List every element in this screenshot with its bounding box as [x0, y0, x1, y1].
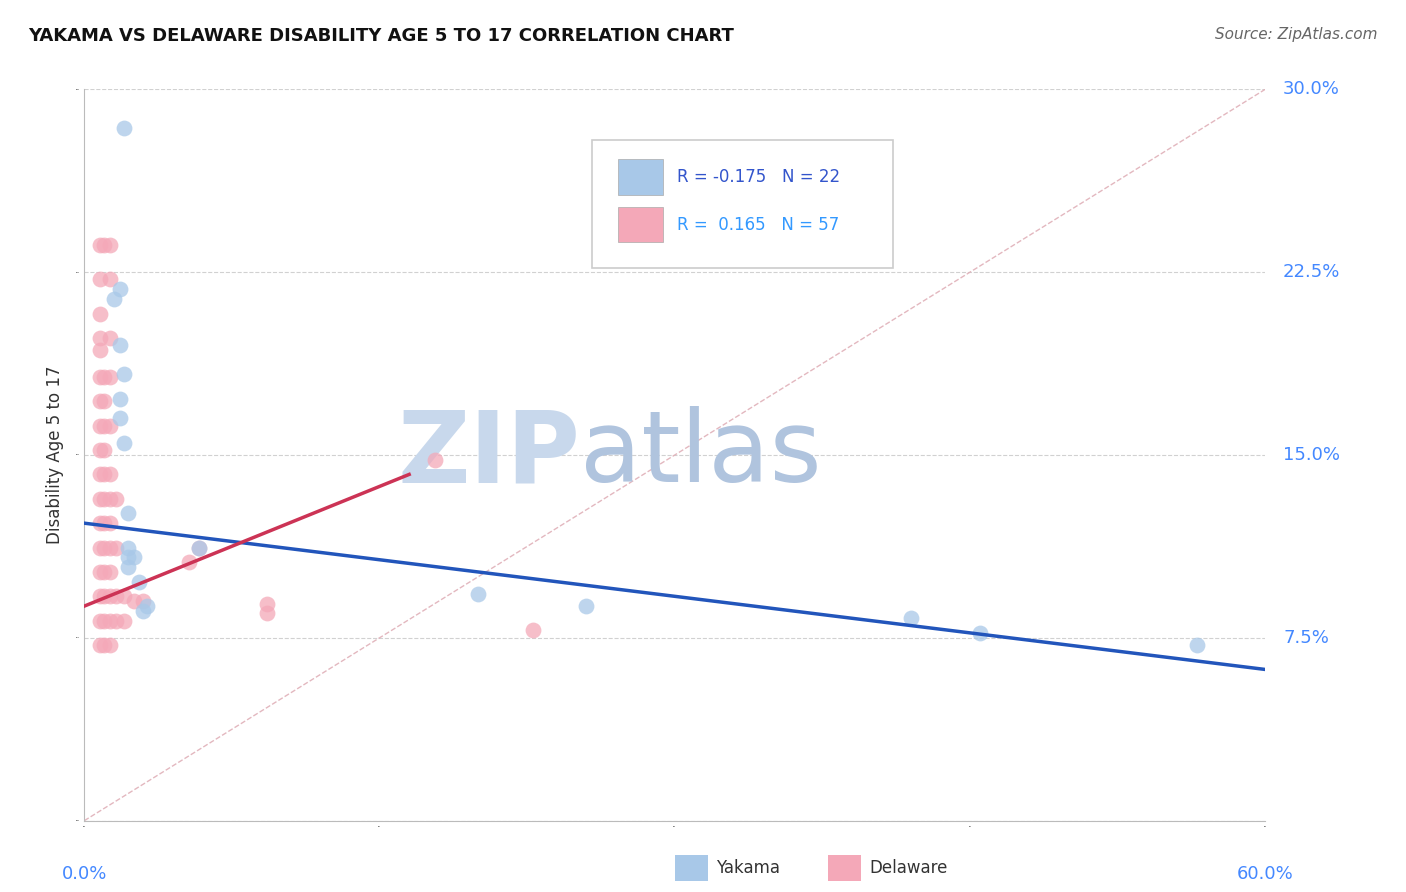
- Point: [132, 604, 155, 618]
- Point: [117, 541, 139, 555]
- Text: 7.5%: 7.5%: [1284, 629, 1329, 647]
- Point: [98, 418, 121, 433]
- Text: Yakama: Yakama: [716, 859, 780, 877]
- Point: [93, 394, 115, 409]
- Text: 30.0%: 30.0%: [1284, 80, 1340, 98]
- Text: R =  0.165   N = 57: R = 0.165 N = 57: [678, 216, 839, 234]
- Point: [93, 565, 115, 579]
- Point: [112, 614, 135, 628]
- Bar: [619, 160, 664, 194]
- Point: [98, 272, 121, 286]
- Text: 15.0%: 15.0%: [1284, 446, 1340, 464]
- Text: Delaware: Delaware: [870, 859, 948, 877]
- Point: [900, 611, 922, 625]
- Point: [93, 541, 115, 555]
- Point: [136, 599, 159, 613]
- Point: [89, 370, 111, 384]
- Point: [112, 435, 135, 450]
- Point: [177, 555, 200, 569]
- Point: [112, 121, 135, 136]
- Point: [89, 467, 111, 482]
- Point: [423, 452, 446, 467]
- Point: [98, 331, 121, 345]
- Point: [187, 541, 209, 555]
- Point: [89, 272, 111, 286]
- Y-axis label: Disability Age 5 to 17: Disability Age 5 to 17: [46, 366, 65, 544]
- Point: [93, 370, 115, 384]
- Point: [104, 590, 127, 604]
- Point: [89, 331, 111, 345]
- Point: [93, 238, 115, 252]
- Point: [93, 638, 115, 652]
- Point: [98, 238, 121, 252]
- Point: [89, 343, 111, 357]
- Point: [575, 599, 598, 613]
- Point: [89, 638, 111, 652]
- Point: [89, 565, 111, 579]
- Point: [104, 491, 127, 506]
- Point: [256, 607, 278, 621]
- Point: [122, 594, 145, 608]
- Point: [89, 541, 111, 555]
- Point: [128, 574, 150, 589]
- Text: 0.0%: 0.0%: [62, 864, 107, 882]
- Point: [522, 624, 544, 638]
- Point: [98, 516, 121, 531]
- Point: [103, 292, 125, 306]
- Point: [969, 626, 991, 640]
- FancyBboxPatch shape: [592, 140, 893, 268]
- Point: [98, 467, 121, 482]
- Point: [98, 614, 121, 628]
- Point: [108, 282, 131, 296]
- Point: [117, 550, 139, 565]
- Bar: [675, 855, 709, 881]
- Point: [187, 541, 209, 555]
- Point: [98, 638, 121, 652]
- Point: [112, 368, 135, 382]
- Point: [93, 516, 115, 531]
- Text: atlas: atlas: [581, 407, 823, 503]
- Point: [98, 565, 121, 579]
- Point: [89, 491, 111, 506]
- Point: [93, 491, 115, 506]
- Point: [93, 418, 115, 433]
- Point: [117, 507, 139, 521]
- Point: [108, 392, 131, 406]
- Point: [93, 590, 115, 604]
- Text: 60.0%: 60.0%: [1237, 864, 1294, 882]
- Point: [89, 238, 111, 252]
- Point: [89, 418, 111, 433]
- Point: [467, 587, 489, 601]
- Point: [108, 411, 131, 425]
- Point: [93, 467, 115, 482]
- Point: [89, 614, 111, 628]
- Point: [98, 541, 121, 555]
- Point: [104, 541, 127, 555]
- Point: [89, 394, 111, 409]
- Point: [117, 560, 139, 574]
- Text: 22.5%: 22.5%: [1284, 263, 1340, 281]
- Point: [108, 338, 131, 352]
- Point: [93, 443, 115, 458]
- Point: [89, 443, 111, 458]
- Point: [104, 614, 127, 628]
- Point: [98, 491, 121, 506]
- Text: YAKAMA VS DELAWARE DISABILITY AGE 5 TO 17 CORRELATION CHART: YAKAMA VS DELAWARE DISABILITY AGE 5 TO 1…: [28, 27, 734, 45]
- Point: [89, 306, 111, 320]
- Point: [98, 370, 121, 384]
- Point: [132, 594, 155, 608]
- Point: [98, 590, 121, 604]
- Point: [89, 516, 111, 531]
- Point: [122, 550, 145, 565]
- Bar: [619, 207, 664, 242]
- Point: [112, 590, 135, 604]
- Text: ZIP: ZIP: [398, 407, 581, 503]
- Bar: [828, 855, 862, 881]
- Point: [89, 590, 111, 604]
- Point: [93, 614, 115, 628]
- Text: R = -0.175   N = 22: R = -0.175 N = 22: [678, 168, 841, 186]
- Text: Source: ZipAtlas.com: Source: ZipAtlas.com: [1215, 27, 1378, 42]
- Point: [256, 597, 278, 611]
- Point: [1185, 638, 1208, 652]
